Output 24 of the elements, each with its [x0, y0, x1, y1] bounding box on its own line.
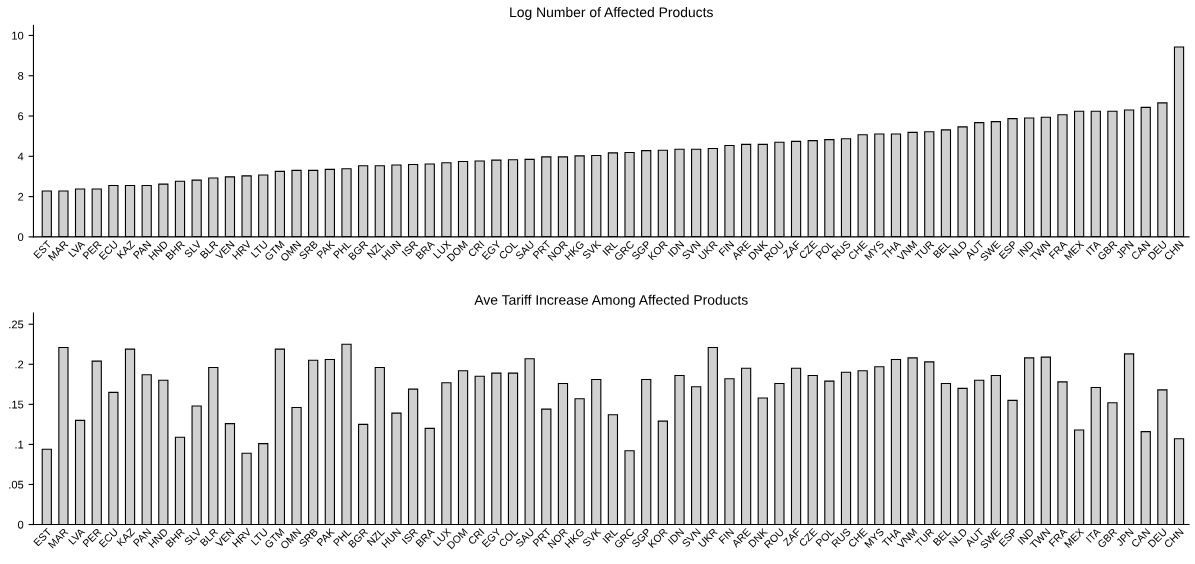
x-tick-label: IDN [667, 240, 685, 257]
x-tick-label: FIN [718, 528, 735, 544]
y-tick-label: 0 [17, 520, 24, 529]
y-tick-label: .15 [9, 400, 24, 409]
y-tick-label: 10 [12, 31, 24, 40]
x-tick-label: LVA [68, 527, 86, 545]
y-tick-label: .25 [9, 320, 24, 329]
chart-title: Log Number of Affected Products [510, 6, 713, 20]
y-tick-label: .05 [9, 480, 24, 489]
y-tick-label: 6 [18, 112, 24, 121]
x-tick-label: TUR [914, 240, 935, 261]
y-tick-label: 2 [18, 192, 24, 201]
y-tick-label: 0 [17, 233, 24, 242]
chart-title: Ave Tariff Increase Among Affected Products [474, 294, 748, 308]
x-tick-label: BEL [932, 527, 952, 546]
y-tick-label: .2 [15, 360, 24, 369]
y-tick-label: 4 [17, 152, 24, 161]
x-tick-label: IDN [667, 528, 685, 545]
y-tick-label: 8 [18, 72, 24, 80]
x-tick-label: BEL [932, 240, 952, 259]
y-tick-label: .1 [15, 440, 24, 449]
x-tick-label: ISR [401, 527, 419, 545]
x-tick-label: FIN [718, 240, 735, 257]
x-tick-label: COL [498, 240, 519, 260]
